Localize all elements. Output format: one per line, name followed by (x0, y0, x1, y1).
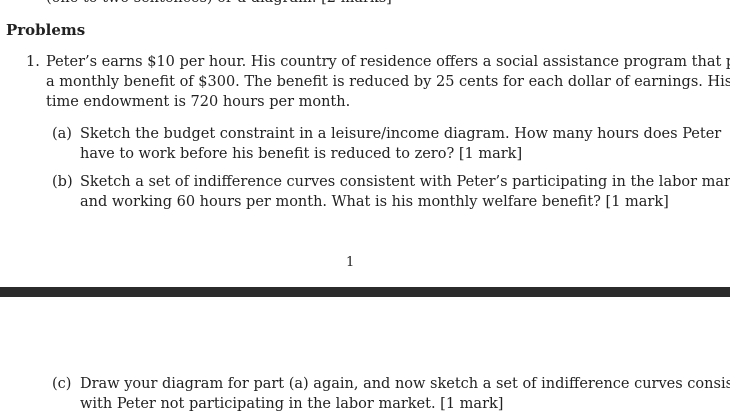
part-a-label: (a) (52, 126, 72, 142)
problem-text-line: a monthly benefit of $300. The benefit i… (46, 74, 730, 90)
part-c-label: (c) (52, 376, 72, 392)
cut-off-line: (one to two sentences) or a diagram. [2 … (46, 0, 392, 8)
part-b-line: and working 60 hours per month. What is … (80, 194, 669, 210)
part-a-line: Sketch the budget constraint in a leisur… (80, 126, 722, 142)
part-b-label: (b) (52, 174, 73, 190)
part-c-line: Draw your diagram for part (a) again, an… (80, 376, 730, 392)
problem-text-line: time endowment is 720 hours per month. (46, 94, 351, 110)
part-a-line: have to work before his benefit is reduc… (80, 146, 523, 162)
section-heading: Problems (6, 21, 86, 39)
problem-number: 1. (26, 54, 40, 70)
page-separator (0, 287, 730, 297)
part-c-line: with Peter not participating in the labo… (80, 396, 504, 412)
part-b-line: Sketch a set of indifference curves cons… (80, 174, 730, 190)
problem-text-line: Peter’s earns $10 per hour. His country … (46, 54, 730, 70)
page-number: 1 (346, 255, 355, 270)
